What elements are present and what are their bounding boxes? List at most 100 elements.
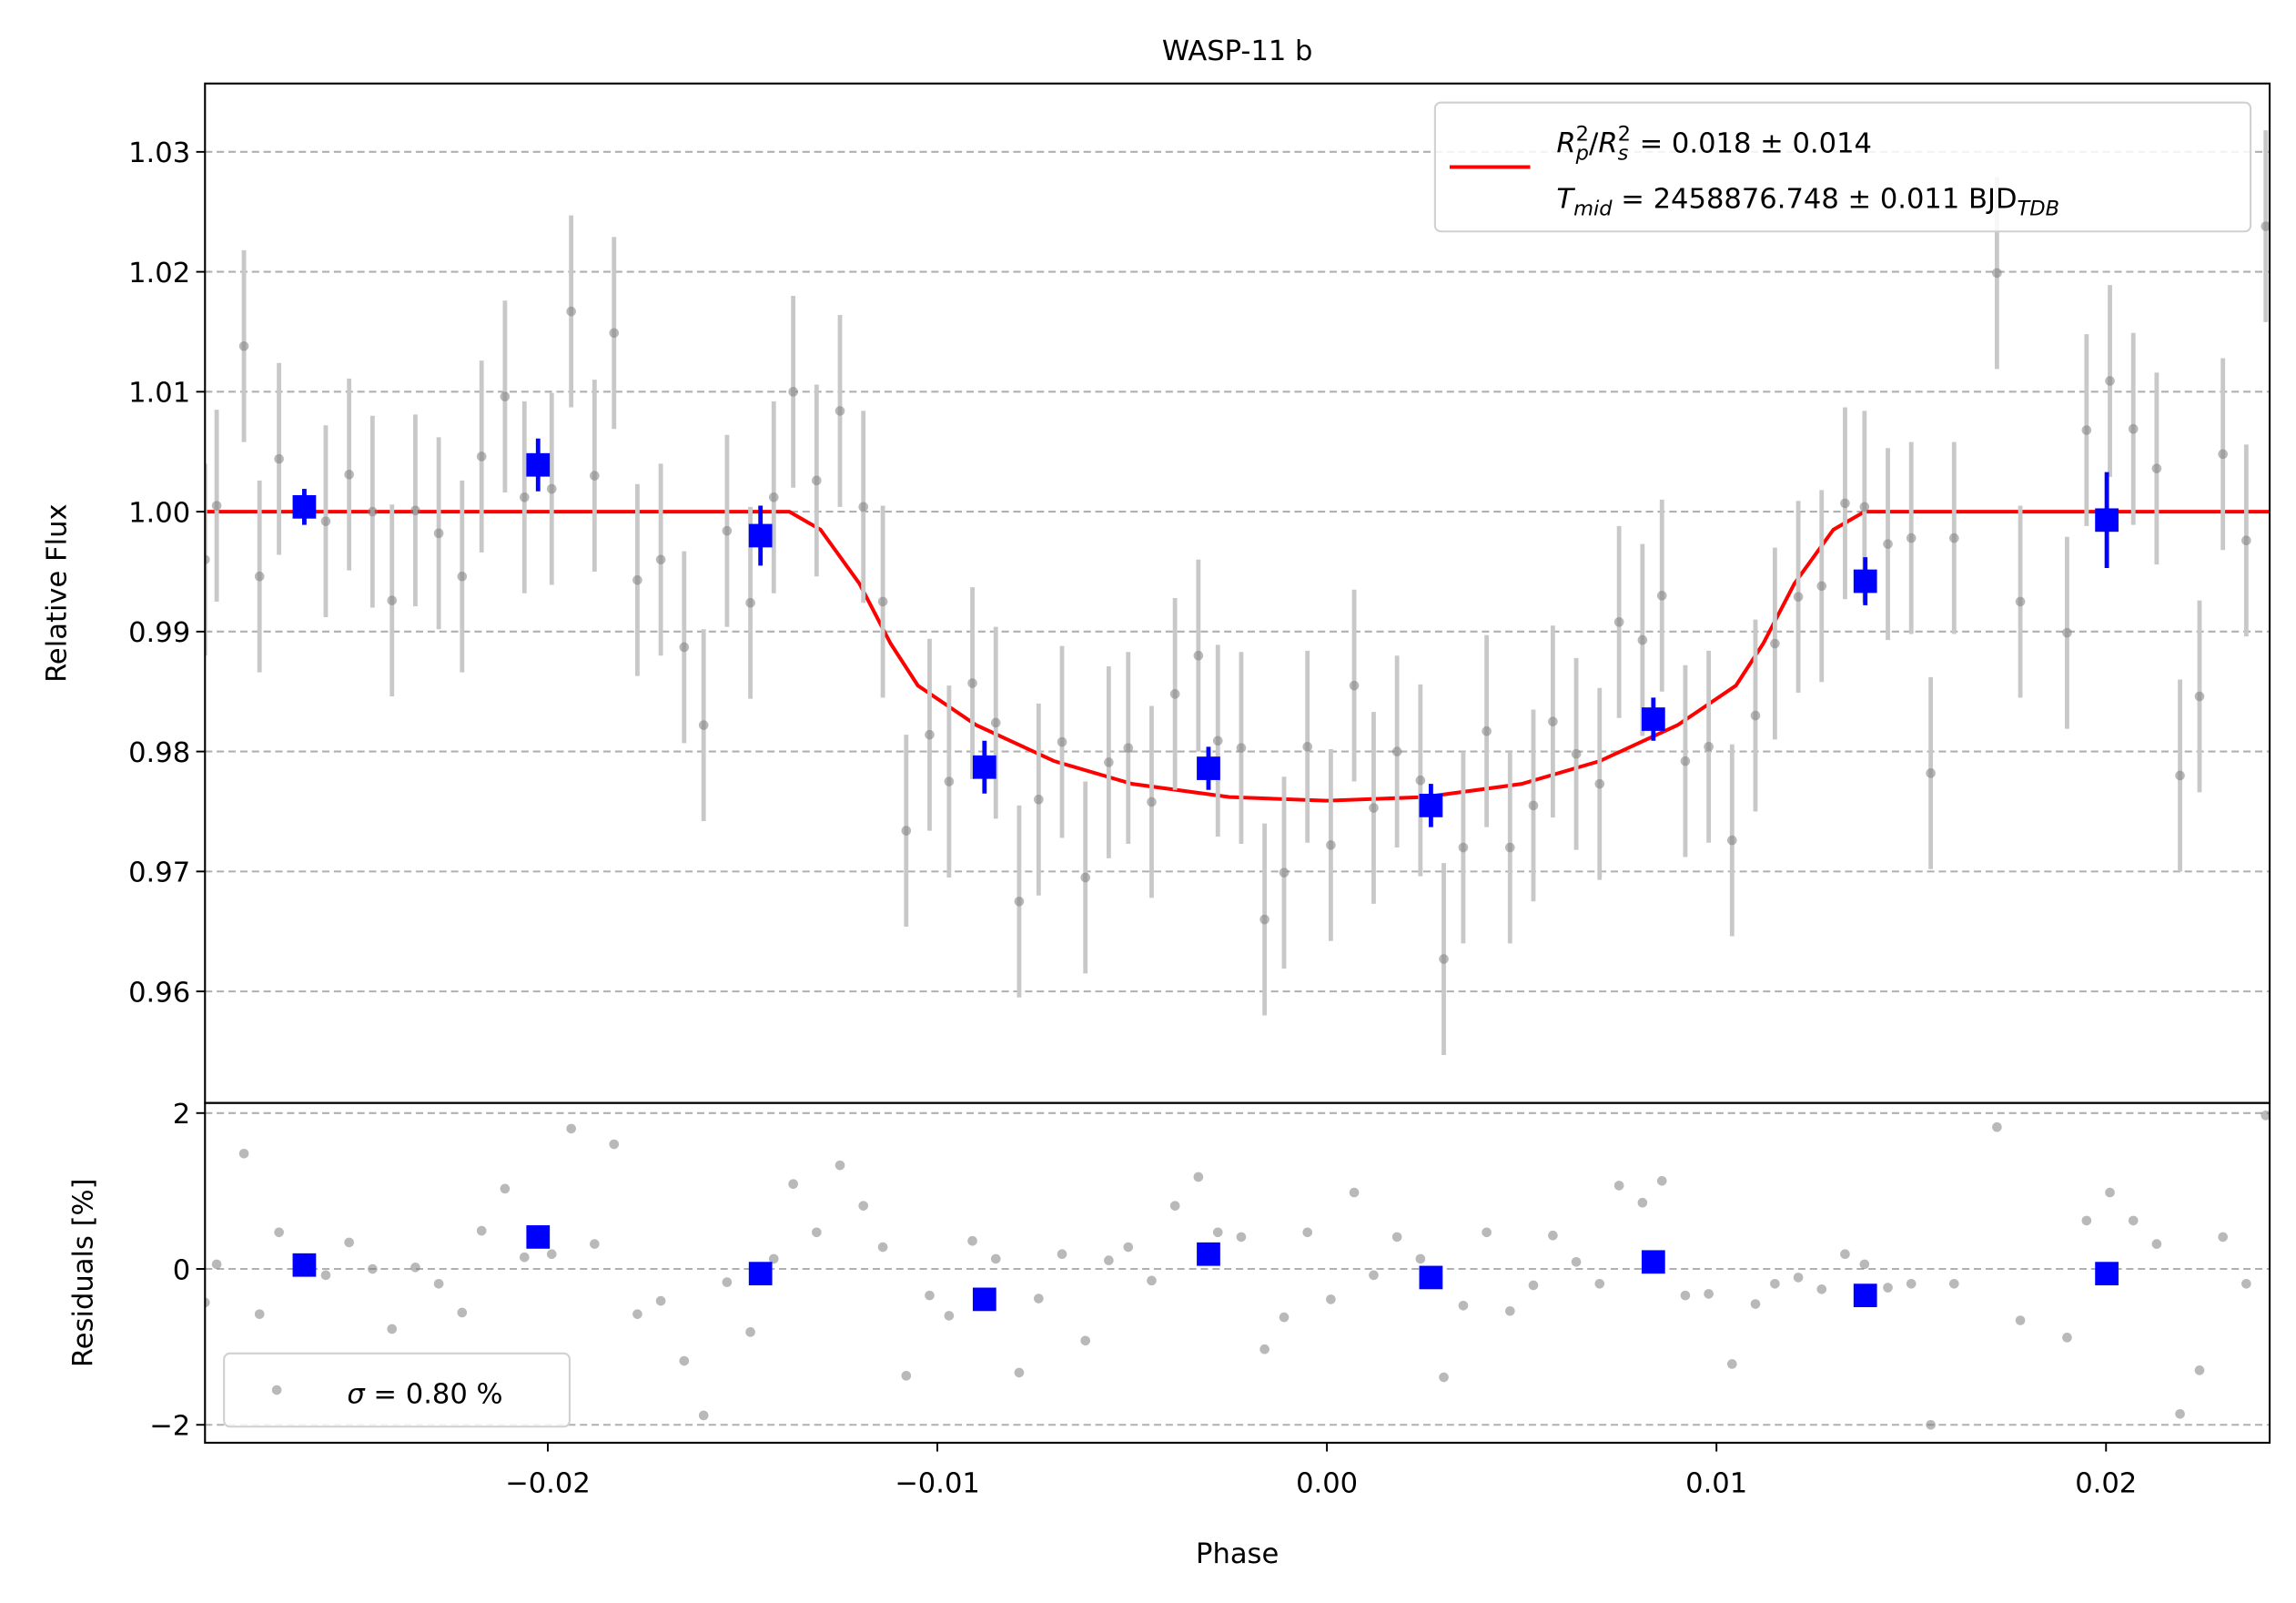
data-point <box>476 451 487 462</box>
y-tick-label: 1.02 <box>128 258 190 289</box>
data-point <box>519 1252 530 1263</box>
data-point <box>944 776 955 786</box>
data-point <box>2105 376 2115 386</box>
data-point <box>1104 1255 1114 1265</box>
data-point <box>1992 1121 2002 1132</box>
data-point <box>254 571 265 582</box>
data-point <box>1613 1181 1624 1191</box>
data-point <box>1212 736 1223 746</box>
data-point <box>1656 1175 1667 1186</box>
legend-text-run: mid <box>1573 198 1613 221</box>
data-point <box>1548 1230 1558 1241</box>
x-tick-label: −0.02 <box>505 1468 591 1500</box>
data-point <box>476 1225 487 1236</box>
data-point <box>320 516 331 526</box>
data-point <box>1594 1278 1605 1289</box>
data-point <box>2151 1239 2162 1249</box>
data-point <box>1369 1270 1379 1281</box>
data-point <box>1528 1280 1539 1291</box>
data-point <box>722 1277 733 1287</box>
plot-area <box>205 130 2271 1055</box>
data-point <box>368 506 378 517</box>
legend-text-run: / <box>1589 127 1599 159</box>
data-point <box>768 492 779 502</box>
data-point <box>1080 1335 1091 1346</box>
data-point <box>1948 1278 1959 1289</box>
legend-text-run: R <box>1598 127 1617 159</box>
data-point <box>344 1237 354 1248</box>
binned-point <box>1853 1283 1877 1307</box>
data-point <box>1391 746 1402 756</box>
data-point <box>1680 1290 1691 1301</box>
data-point <box>967 678 977 688</box>
data-point <box>2128 423 2139 434</box>
data-point <box>1770 1278 1780 1289</box>
data-point <box>1236 743 1247 753</box>
binned-point <box>1197 756 1220 780</box>
data-point <box>320 1270 331 1281</box>
data-point <box>1770 638 1780 649</box>
data-point <box>1147 796 1157 807</box>
data-point <box>1123 743 1134 753</box>
x-tick-label: 0.02 <box>2075 1468 2137 1500</box>
data-point <box>590 471 600 481</box>
data-point <box>2081 1215 2092 1226</box>
data-point <box>1680 756 1691 766</box>
data-point <box>2241 535 2251 546</box>
data-point <box>546 1249 557 1260</box>
legend-box <box>1433 101 2252 233</box>
data-point <box>410 1262 420 1273</box>
y-tick-label: 2 <box>173 1099 190 1131</box>
legend-swatch <box>271 1385 282 1395</box>
data-point <box>1859 1259 1870 1270</box>
data-point <box>1193 1172 1204 1182</box>
data-point <box>1548 716 1558 726</box>
binned-point <box>292 494 317 519</box>
x-tick-label: 0.01 <box>1685 1468 1747 1500</box>
legend-label: Rp2/Rs2 = 0.018 ± 0.014 <box>1556 123 1872 166</box>
binned-point <box>292 1253 317 1277</box>
data-point <box>1193 650 1204 661</box>
data-point <box>2128 1215 2139 1226</box>
data-point <box>2218 449 2228 460</box>
data-point <box>1458 1300 1469 1311</box>
legend-text-run: σ <box>347 1379 366 1411</box>
binned-point <box>1197 1242 1220 1266</box>
data-point <box>1259 1344 1269 1354</box>
binned-point <box>972 1287 996 1312</box>
data-point <box>1504 842 1515 853</box>
y-tick-label: 1.00 <box>128 497 190 529</box>
data-point <box>1883 539 1893 549</box>
data-point <box>1859 502 1870 512</box>
data-point <box>768 1253 779 1264</box>
data-point <box>1369 803 1379 813</box>
data-point <box>1840 1249 1850 1260</box>
legend-text-run: 2 <box>1576 123 1589 147</box>
data-point <box>1571 1256 1582 1267</box>
data-point <box>274 1227 284 1238</box>
data-point <box>1594 778 1605 789</box>
data-point <box>1439 1372 1449 1383</box>
data-point <box>1704 742 1714 752</box>
data-point <box>1326 1294 1336 1304</box>
y-tick-label: −2 <box>149 1411 190 1443</box>
data-point <box>990 1253 1001 1264</box>
data-point <box>1415 775 1426 786</box>
data-point <box>410 505 420 516</box>
data-point <box>2062 1333 2072 1343</box>
data-point <box>1034 1294 1044 1304</box>
legend-text-run: = 0.018 ± 0.014 <box>1631 127 1872 159</box>
data-point <box>1236 1232 1247 1243</box>
binned-point <box>1853 569 1877 594</box>
data-point <box>1793 592 1804 602</box>
data-point <box>1349 1187 1360 1198</box>
data-point <box>698 720 709 730</box>
data-point <box>2062 627 2072 638</box>
data-point <box>877 596 888 607</box>
data-point <box>655 554 666 565</box>
data-point <box>1169 689 1180 699</box>
axes-frame <box>204 1101 2271 1444</box>
data-point <box>1926 768 1936 778</box>
data-point <box>2241 1278 2251 1289</box>
